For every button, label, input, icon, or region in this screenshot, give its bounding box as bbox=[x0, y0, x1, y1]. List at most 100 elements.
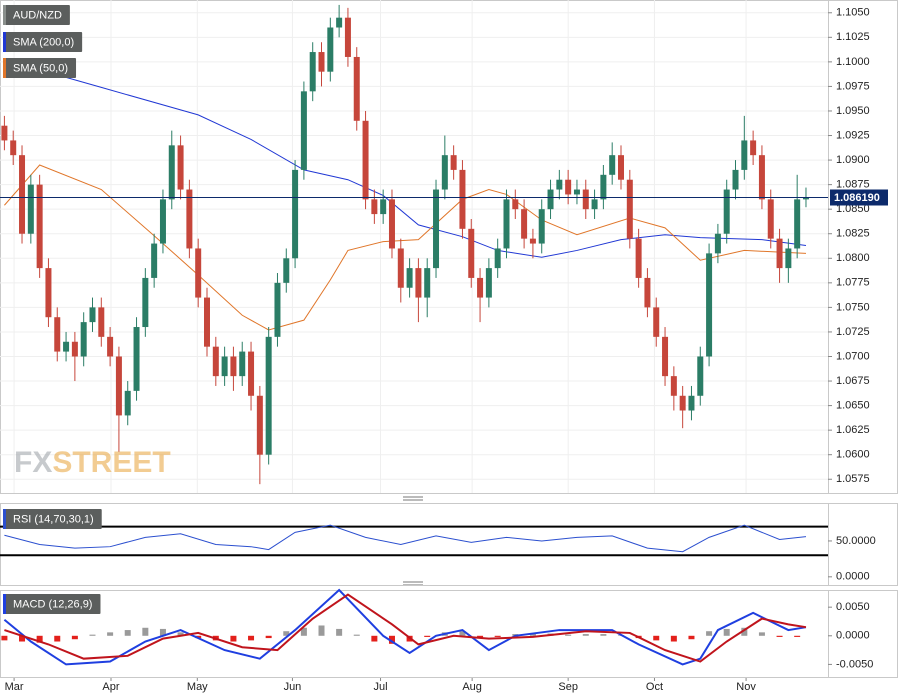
y-tick-label: 1.0650 bbox=[836, 400, 870, 412]
candle bbox=[27, 174, 34, 244]
candle-body bbox=[45, 268, 52, 318]
candle bbox=[186, 179, 193, 259]
y-tick-label: 1.0850 bbox=[836, 203, 870, 215]
candle bbox=[547, 179, 554, 220]
y-tick-label: 50.0000 bbox=[836, 535, 876, 547]
candle-body bbox=[565, 179, 572, 195]
indicator-line bbox=[4, 524, 807, 553]
candle-body bbox=[503, 199, 510, 249]
y-tick-label: 1.0825 bbox=[836, 228, 870, 240]
histogram-bar bbox=[142, 627, 149, 636]
candle bbox=[63, 331, 70, 362]
candle bbox=[212, 336, 219, 386]
candle bbox=[36, 174, 43, 278]
candle-body bbox=[159, 199, 166, 244]
candle bbox=[371, 189, 378, 224]
y-tick-label: 1.0575 bbox=[836, 473, 870, 485]
candle bbox=[529, 228, 536, 259]
candle-body bbox=[591, 199, 598, 210]
candle-body bbox=[168, 145, 175, 200]
histogram-bar bbox=[159, 628, 166, 636]
candle bbox=[758, 145, 765, 210]
candle bbox=[353, 47, 360, 131]
candle bbox=[635, 228, 642, 288]
candle bbox=[309, 42, 316, 102]
candle bbox=[292, 160, 299, 269]
candle bbox=[750, 130, 757, 165]
candle bbox=[151, 233, 158, 288]
y-tick-label: 1.0875 bbox=[836, 179, 870, 191]
histogram-bar bbox=[582, 634, 589, 636]
candle bbox=[450, 145, 457, 180]
y-tick-label: 1.0675 bbox=[836, 375, 870, 387]
candle bbox=[679, 385, 686, 429]
candle-body bbox=[433, 189, 440, 269]
candle-body bbox=[618, 155, 624, 180]
candle bbox=[159, 189, 166, 254]
candle bbox=[468, 219, 475, 288]
candle-body bbox=[186, 189, 193, 249]
candle bbox=[318, 42, 325, 87]
candle-body bbox=[512, 199, 519, 210]
histogram-bar bbox=[388, 635, 395, 644]
candle-body bbox=[529, 238, 536, 244]
legend-label: AUD/NZD bbox=[13, 9, 62, 21]
x-tick-label: Jul bbox=[373, 681, 387, 693]
candle bbox=[626, 169, 633, 249]
y-tick-label: 1.0925 bbox=[836, 129, 870, 141]
histogram-bar bbox=[107, 632, 114, 636]
candle-body bbox=[538, 209, 545, 244]
candle-body bbox=[653, 307, 660, 337]
candle bbox=[424, 258, 431, 318]
legend-item: MACD (12,26,9) bbox=[3, 594, 101, 614]
watermark-part: STREET bbox=[52, 446, 170, 479]
candle bbox=[239, 341, 246, 386]
watermark: FXSTREET bbox=[14, 446, 171, 479]
legend-swatch bbox=[3, 32, 6, 52]
candle-body bbox=[662, 336, 669, 377]
candle-body bbox=[706, 253, 713, 357]
histogram-bar bbox=[459, 631, 466, 636]
candle-body bbox=[265, 336, 272, 455]
candle-body bbox=[10, 140, 17, 156]
y-tick-label: 0.0000 bbox=[836, 630, 870, 642]
candle-body bbox=[89, 307, 96, 323]
macd-line bbox=[3, 588, 807, 666]
candle-body bbox=[485, 268, 492, 298]
candle-body bbox=[802, 197, 809, 200]
candle bbox=[221, 346, 228, 386]
candle-body bbox=[98, 307, 105, 337]
candle bbox=[133, 317, 140, 401]
histogram-bar bbox=[177, 632, 184, 636]
candle bbox=[195, 238, 202, 308]
candle bbox=[714, 223, 721, 264]
candle-body bbox=[344, 17, 351, 57]
candle bbox=[732, 160, 739, 200]
candle-body bbox=[27, 184, 34, 234]
legend-label: MACD (12,26,9) bbox=[13, 598, 92, 610]
x-tick-label: Oct bbox=[646, 681, 663, 693]
histogram-bar bbox=[706, 631, 713, 636]
candle-body bbox=[151, 243, 158, 278]
y-tick-label: 1.0975 bbox=[836, 80, 870, 92]
current-price-label: 1.086190 bbox=[834, 192, 880, 204]
candle-body bbox=[521, 209, 528, 239]
candle-body bbox=[353, 56, 360, 121]
legend-label: RSI (14,70,30,1) bbox=[13, 513, 94, 525]
candle bbox=[776, 228, 783, 283]
candle bbox=[274, 273, 281, 347]
candle-body bbox=[388, 199, 395, 249]
candle bbox=[177, 135, 184, 200]
candle bbox=[688, 385, 695, 421]
candle-body bbox=[415, 268, 422, 298]
histogram-bar bbox=[776, 635, 783, 637]
histogram-bar bbox=[353, 634, 360, 636]
candle-body bbox=[36, 184, 43, 269]
y-tick-label: 1.0725 bbox=[836, 326, 870, 338]
candle bbox=[415, 258, 422, 323]
candle bbox=[662, 327, 669, 386]
histogram-bar bbox=[741, 627, 748, 636]
candle-body bbox=[133, 327, 140, 391]
candle-body bbox=[80, 322, 87, 357]
